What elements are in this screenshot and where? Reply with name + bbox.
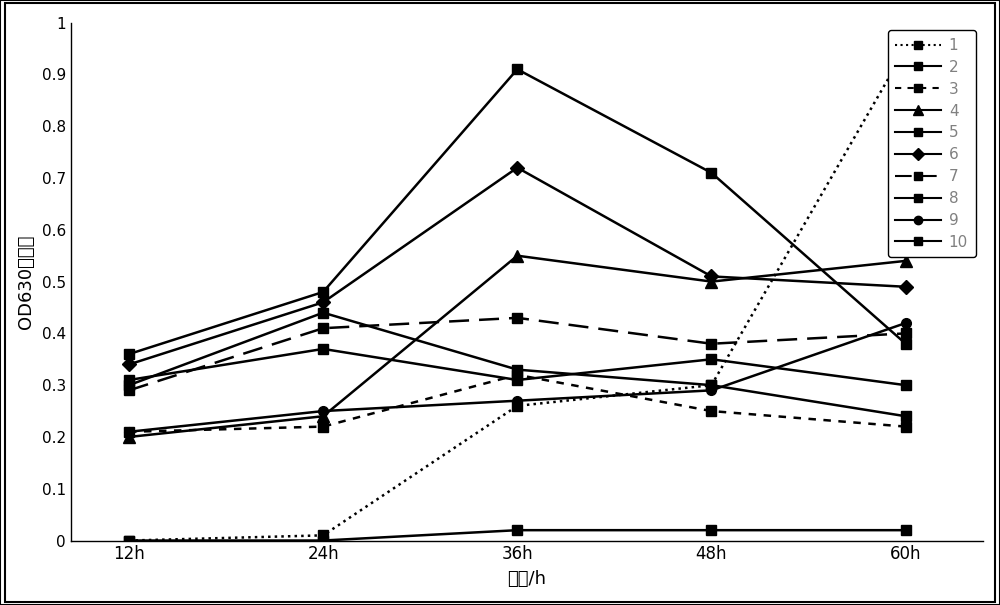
Legend: 1, 2, 3, 4, 5, 6, 7, 8, 9, 10: 1, 2, 3, 4, 5, 6, 7, 8, 9, 10 [888, 30, 976, 258]
X-axis label: 时间/h: 时间/h [508, 571, 547, 588]
Y-axis label: OD630吸光値: OD630吸光値 [17, 234, 35, 329]
